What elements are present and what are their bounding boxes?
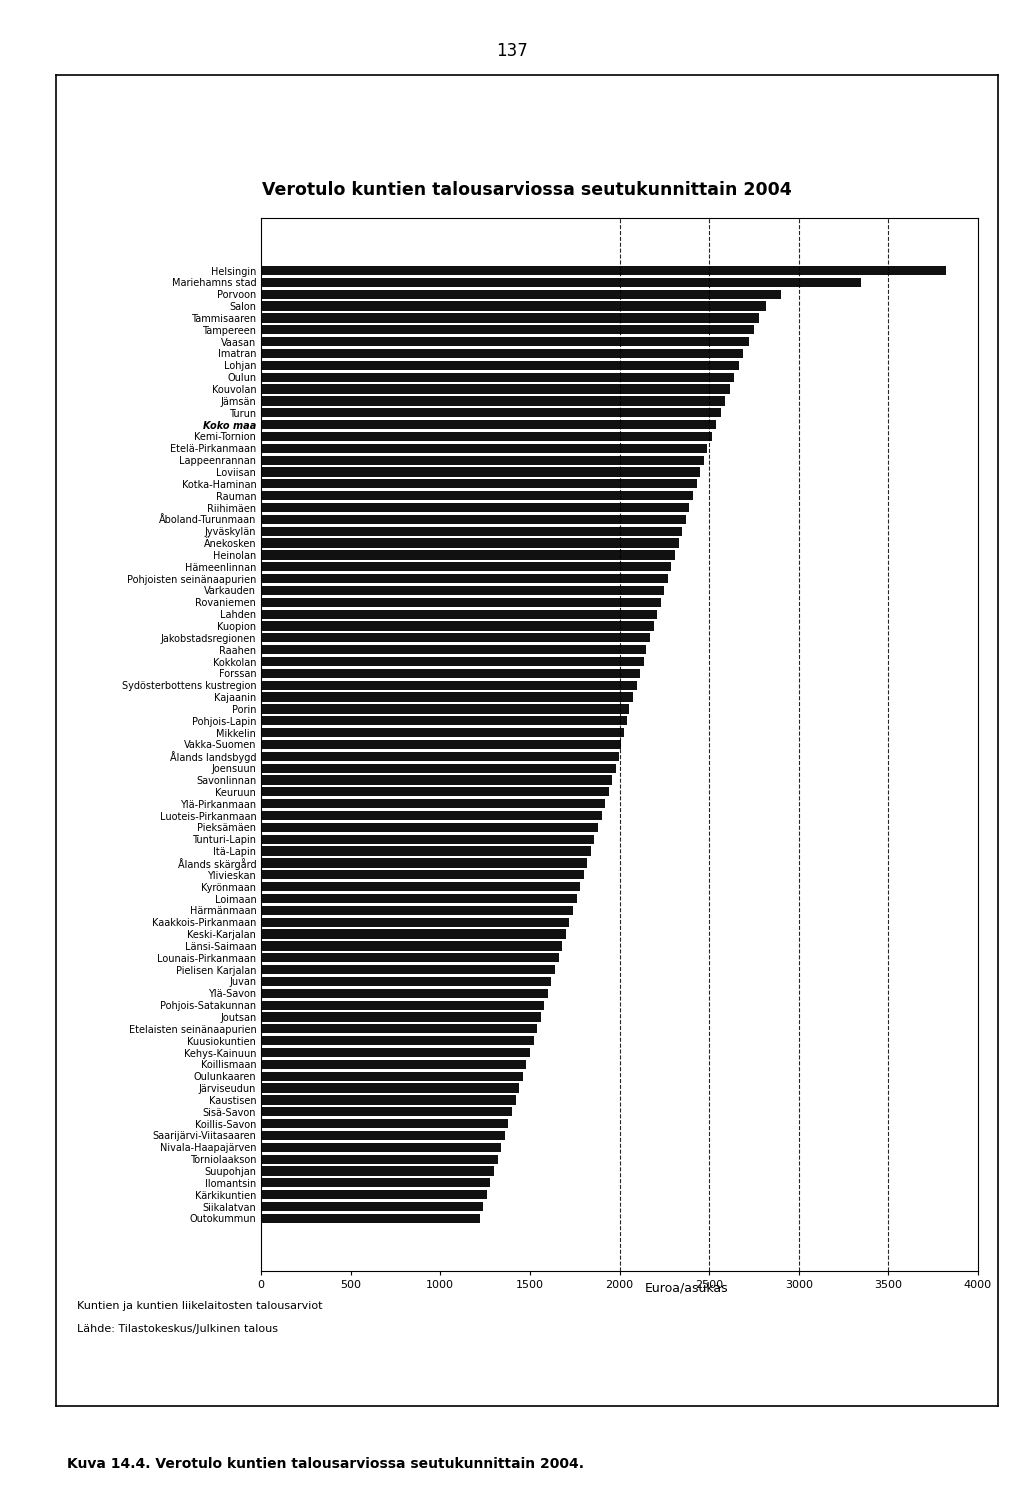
Bar [261,1202,483,1211]
Bar [261,1143,502,1152]
Bar [261,917,569,926]
Bar [261,929,565,938]
Bar [261,1167,495,1176]
Bar [261,704,630,713]
Bar [261,1036,534,1045]
Bar [261,1024,537,1033]
Bar [261,1178,490,1188]
Bar [261,976,551,987]
Text: 137: 137 [496,42,528,60]
Bar [261,657,644,666]
Text: Euroa/asukas: Euroa/asukas [644,1281,728,1295]
Bar [261,575,668,584]
Bar [261,538,679,547]
Bar [261,811,602,820]
Bar [261,681,637,690]
Bar [261,905,573,914]
Bar [261,988,548,999]
Text: Kuntien ja kuntien liikelaitosten talousarviot: Kuntien ja kuntien liikelaitosten talous… [77,1301,323,1311]
Text: Verotulo kuntien talousarviossa seutukunnittain 2004: Verotulo kuntien talousarviossa seutukun… [262,180,793,199]
Bar [261,1012,541,1021]
Bar [261,597,660,608]
Bar [261,621,653,630]
Bar [261,587,665,596]
Bar [261,1095,516,1104]
Bar [261,847,591,856]
Bar [261,859,588,868]
Bar [261,787,608,797]
Bar [261,881,580,892]
Bar [261,480,696,489]
Bar [261,1107,512,1116]
Bar [261,550,675,559]
Bar [261,1060,526,1069]
Text: Lähde: Tilastokeskus/Julkinen talous: Lähde: Tilastokeskus/Julkinen talous [77,1324,278,1334]
Bar [261,502,689,513]
Bar [261,966,555,975]
Bar [261,799,605,808]
Bar [261,290,780,299]
Bar [261,1131,505,1140]
Bar [261,633,650,642]
Bar [261,385,730,394]
Bar [261,893,577,902]
Bar [261,1155,498,1164]
Bar [261,728,624,737]
Bar [261,301,766,311]
Bar [261,432,712,441]
Bar [261,349,743,358]
Bar [261,871,584,880]
Bar [261,420,717,429]
Bar [261,1083,519,1093]
Bar [261,361,738,370]
Bar [261,337,749,346]
Bar [261,942,562,951]
Bar [261,764,615,773]
Bar [261,776,612,785]
Bar [261,835,594,844]
Bar [261,645,646,654]
Bar [261,954,559,963]
Text: Kuva 14.4. Verotulo kuntien talousarviossa seutukunnittain 2004.: Kuva 14.4. Verotulo kuntien talousarvios… [67,1457,584,1471]
Bar [261,456,703,465]
Bar [261,823,598,832]
Bar [261,562,672,572]
Bar [261,396,725,406]
Bar [261,408,721,417]
Bar [261,313,760,322]
Bar [261,266,946,275]
Bar [261,716,627,725]
Bar [261,740,622,749]
Bar [261,526,682,535]
Bar [261,468,700,477]
Bar [261,490,693,501]
Bar [261,325,754,334]
Bar [261,1072,522,1081]
Bar [261,692,633,702]
Bar [261,1048,530,1057]
Bar [261,514,686,523]
Bar [261,373,734,382]
Bar [261,278,861,287]
Bar [261,1119,508,1128]
Bar [261,669,640,678]
Bar [261,609,657,618]
Bar [261,444,708,453]
Bar [261,1214,479,1223]
Bar [261,752,618,761]
Bar [261,1190,487,1199]
Bar [261,1000,545,1009]
